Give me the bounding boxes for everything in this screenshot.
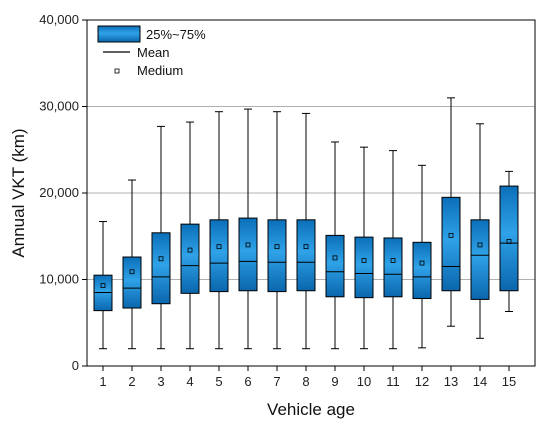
x-axis-title: Vehicle age (267, 400, 355, 419)
iqr-box (209, 219, 229, 293)
iqr-box (122, 256, 142, 309)
mean-marker (274, 244, 280, 250)
box-group-age-10 (354, 146, 374, 350)
x-tick-label: 4 (186, 374, 193, 389)
box-group-age-5 (209, 111, 229, 350)
iqr-box (470, 219, 490, 300)
x-tick-label: 13 (444, 374, 458, 389)
box-group-age-9 (325, 141, 345, 350)
legend: 25%~75% Mean Medium (97, 25, 206, 78)
mean-marker (158, 256, 164, 262)
x-tick-label: 14 (473, 374, 487, 389)
mean-marker (477, 242, 483, 248)
mean-marker (245, 242, 251, 248)
mean-marker (448, 232, 454, 238)
mean-marker (303, 244, 309, 250)
box-group-age-7 (267, 111, 287, 350)
mean-marker (100, 283, 106, 288)
x-axis-ticks: 1 2 3 4 5 6 7 8 9 10 11 12 13 14 15 (99, 366, 516, 389)
iqr-box (180, 223, 200, 294)
box-group-age-4 (180, 121, 200, 350)
box-group-age-6 (238, 108, 258, 350)
box-group-age-15 (499, 170, 519, 313)
iqr-box (267, 219, 287, 293)
legend-medium-marker (114, 68, 120, 74)
box-series (93, 97, 519, 350)
iqr-box (499, 185, 519, 292)
y-axis-title: Annual VKT (km) (9, 128, 28, 257)
mean-marker (332, 255, 338, 261)
x-tick-label: 5 (215, 374, 222, 389)
mean-marker (216, 244, 222, 250)
legend-mean-label: Mean (137, 45, 170, 60)
mean-marker (187, 247, 193, 253)
x-tick-label: 7 (273, 374, 280, 389)
mean-marker (390, 258, 396, 263)
iqr-box (151, 232, 171, 305)
x-tick-label: 2 (128, 374, 135, 389)
box-group-age-12 (412, 164, 432, 349)
x-tick-label: 8 (302, 374, 309, 389)
legend-box-swatch (97, 25, 141, 43)
box-group-age-8 (296, 112, 316, 350)
iqr-box (441, 196, 461, 292)
y-tick-label: 40,000 (39, 12, 79, 27)
mean-marker (419, 260, 425, 266)
iqr-box (383, 237, 403, 298)
y-axis-ticks: 0 10,000 20,000 30,000 40,000 (39, 12, 87, 373)
x-tick-label: 6 (244, 374, 251, 389)
y-tick-label: 10,000 (39, 272, 79, 287)
x-tick-label: 9 (331, 374, 338, 389)
box-group-age-1 (93, 221, 113, 350)
box-group-age-14 (470, 123, 490, 339)
box-group-age-3 (151, 125, 171, 350)
iqr-box (238, 217, 258, 292)
mean-marker (361, 258, 367, 263)
legend-medium-label: Medium (137, 63, 183, 78)
iqr-box (412, 241, 432, 300)
mean-marker (506, 239, 512, 244)
iqr-box (296, 219, 316, 292)
iqr-box (354, 236, 374, 299)
box-group-age-2 (122, 179, 142, 350)
x-tick-label: 15 (502, 374, 516, 389)
legend-box-label: 25%~75% (146, 27, 206, 42)
mean-marker (129, 269, 135, 275)
y-tick-label: 0 (72, 358, 79, 373)
x-tick-label: 3 (157, 374, 164, 389)
box-group-age-13 (441, 97, 461, 327)
y-tick-label: 20,000 (39, 185, 79, 200)
box-group-age-11 (383, 150, 403, 350)
iqr-box (325, 234, 345, 298)
x-tick-label: 12 (415, 374, 429, 389)
x-tick-label: 11 (386, 374, 400, 389)
x-tick-label: 10 (357, 374, 371, 389)
x-tick-label: 1 (99, 374, 106, 389)
y-tick-label: 30,000 (39, 99, 79, 114)
